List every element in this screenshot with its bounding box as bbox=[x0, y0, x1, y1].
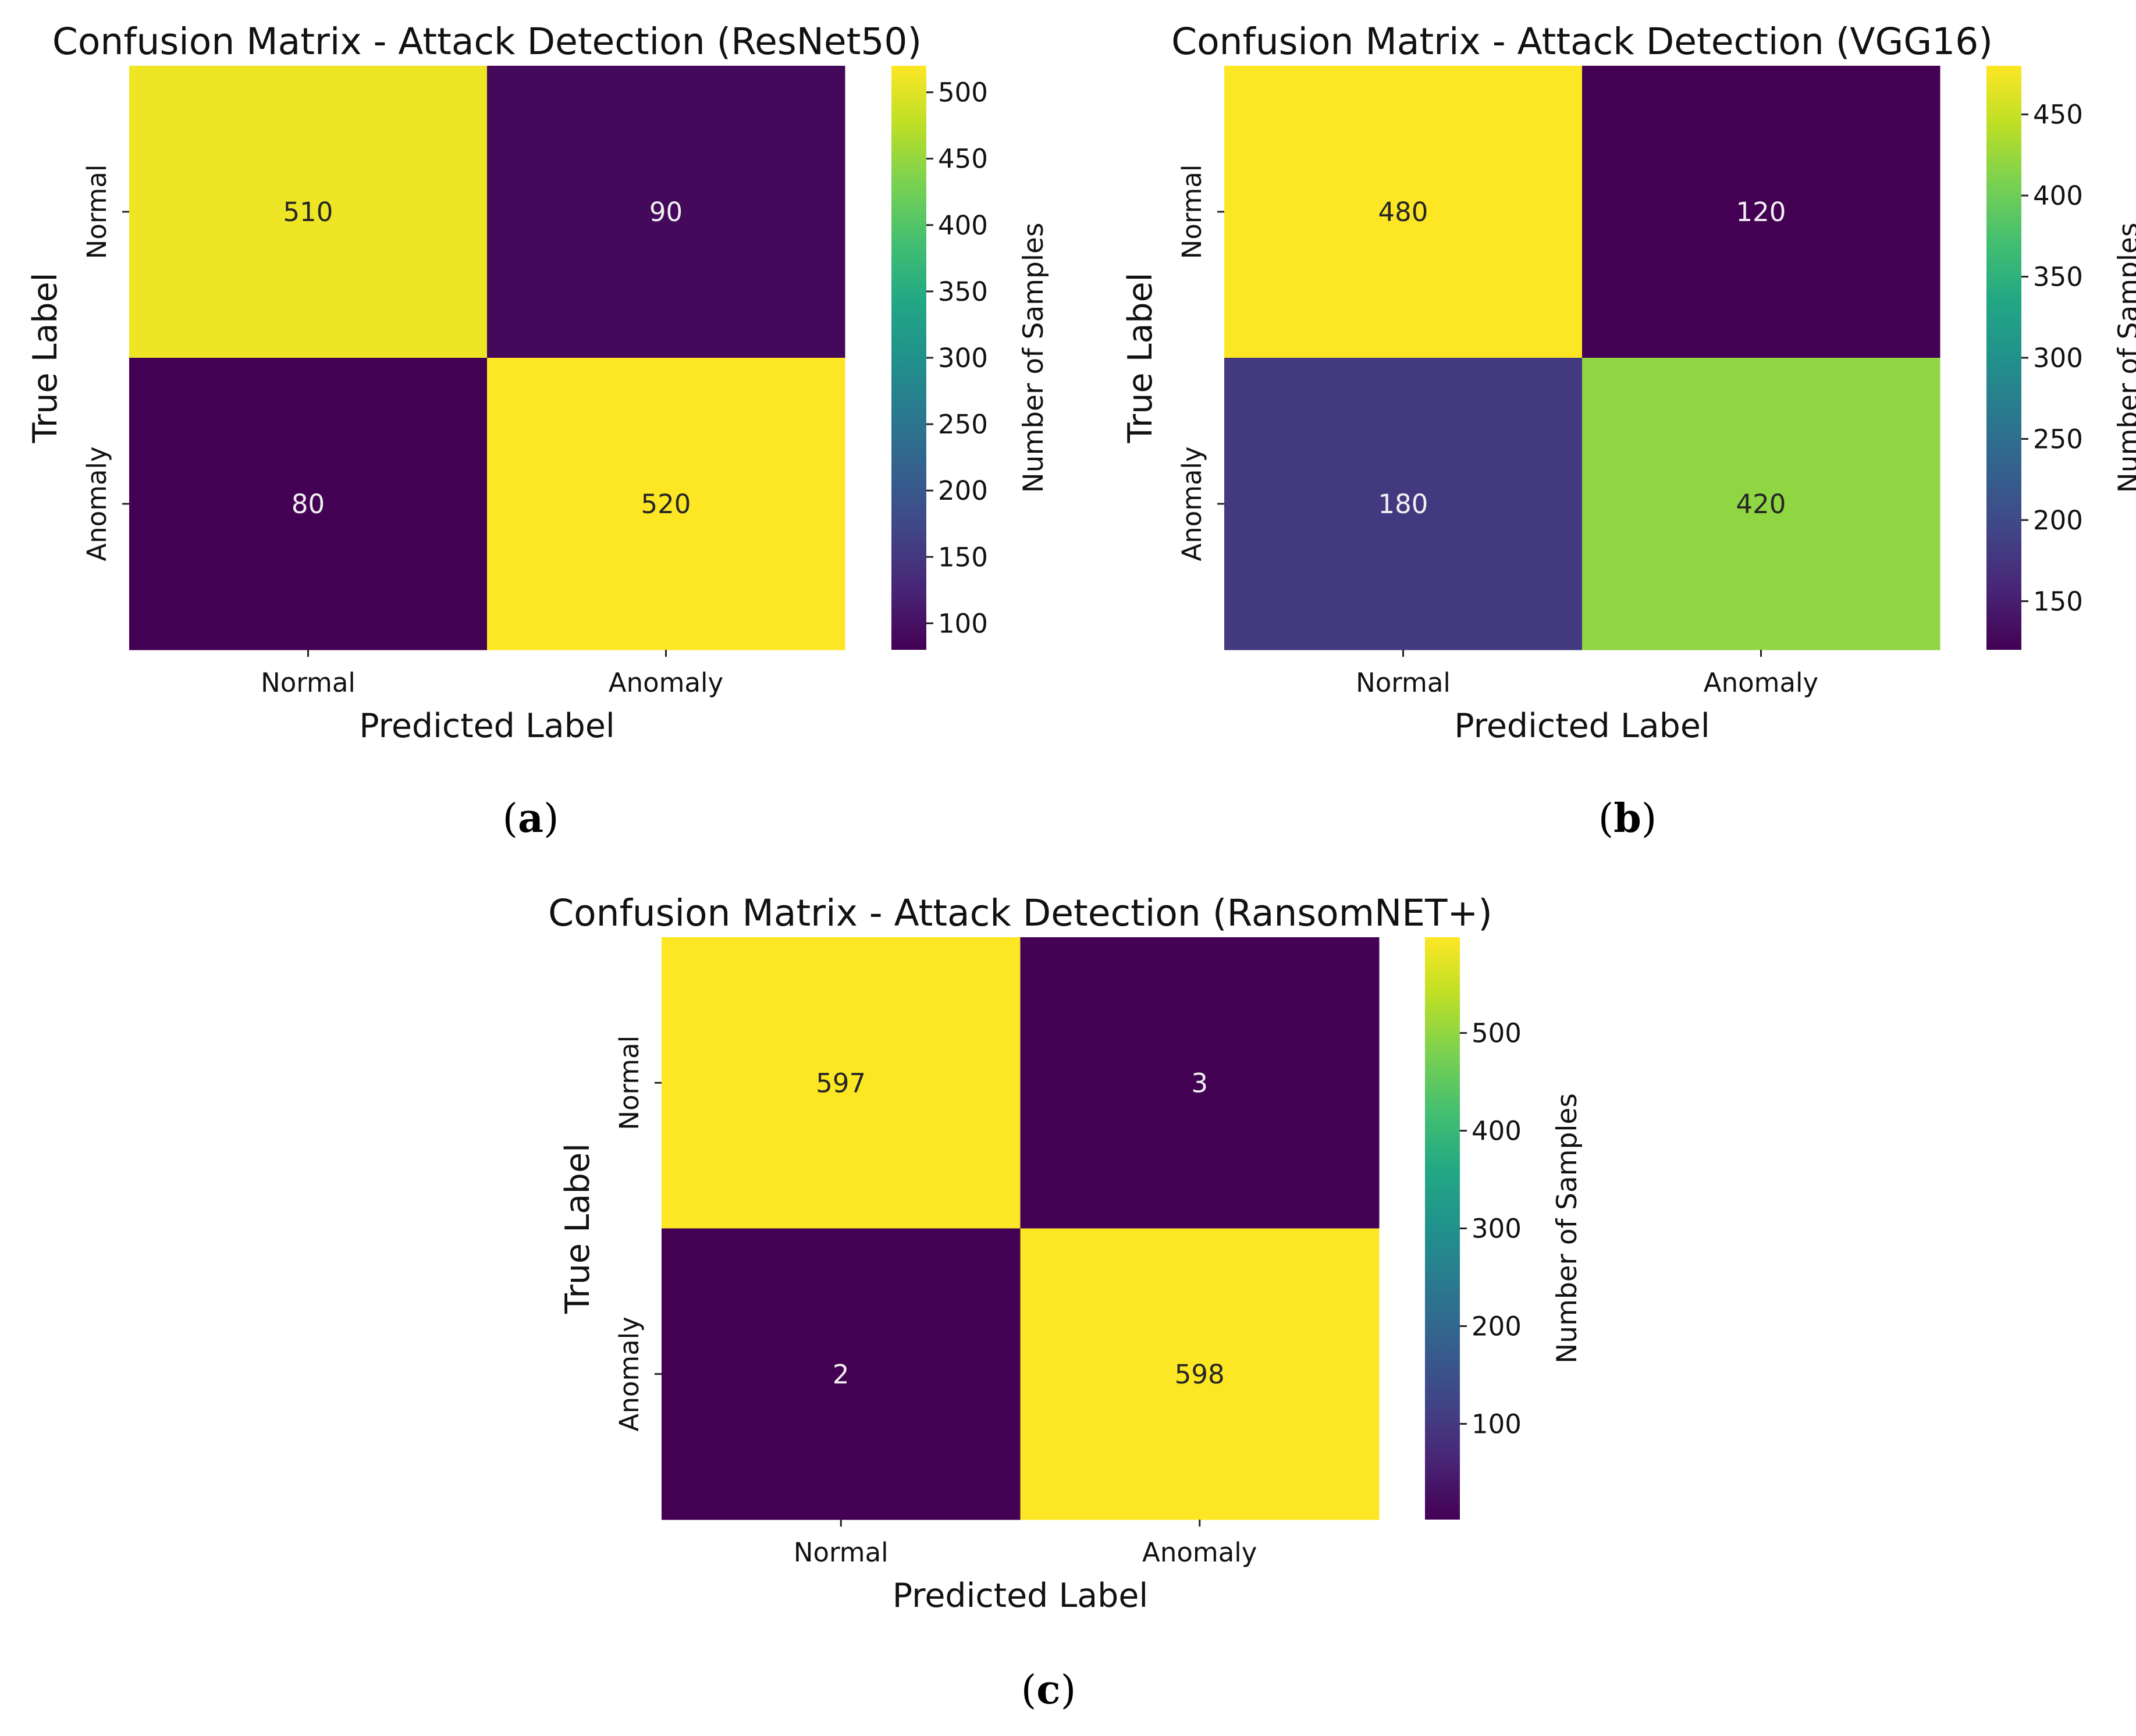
heatmap-cell-anomaly-normal bbox=[662, 1228, 1021, 1520]
colorbar-tick-label: 450 bbox=[938, 144, 988, 175]
cell-value: 120 bbox=[1736, 197, 1786, 227]
heatmap-cell-normal-anomaly bbox=[1582, 66, 1940, 358]
heatmap-cell-anomaly-normal bbox=[129, 358, 488, 650]
x-tick-label: Anomaly bbox=[609, 667, 723, 698]
colorbar-tick-label: 100 bbox=[1472, 1408, 1522, 1439]
colorbar bbox=[1425, 937, 1460, 1520]
y-tick-label: Anomaly bbox=[614, 1317, 645, 1431]
cell-value: 2 bbox=[833, 1359, 850, 1390]
heatmap-cell-normal-anomaly bbox=[1020, 937, 1380, 1229]
colorbar-tick-label: 400 bbox=[938, 210, 988, 241]
colorbar-tick-label: 100 bbox=[938, 608, 988, 639]
heatmap-cell-anomaly-anomaly bbox=[1582, 358, 1940, 650]
y-axis-label: True Label bbox=[1121, 273, 1160, 444]
colorbar-tick-label: 300 bbox=[938, 343, 988, 373]
heatmap-cell-normal-anomaly bbox=[487, 66, 845, 358]
colorbar-tick-label: 200 bbox=[938, 475, 988, 506]
colorbar bbox=[1986, 66, 2021, 650]
cell-value: 80 bbox=[292, 489, 325, 520]
y-tick-label: Normal bbox=[1177, 165, 1207, 259]
colorbar-tick-label: 300 bbox=[2033, 343, 2083, 373]
heatmap-cell-anomaly-anomaly bbox=[487, 358, 845, 650]
cell-value: 90 bbox=[649, 197, 683, 227]
confusion-matrix-vgg16: Confusion Matrix - Attack Detection (VGG… bbox=[1121, 20, 2136, 745]
confusion-matrix-ransomnet: Confusion Matrix - Attack Detection (Ran… bbox=[548, 892, 1583, 1615]
colorbar-tick-label: 300 bbox=[1472, 1214, 1522, 1244]
colorbar-tick-label: 500 bbox=[1472, 1018, 1522, 1049]
heatmap-cell-normal-normal bbox=[129, 66, 488, 358]
cell-value: 180 bbox=[1378, 489, 1428, 520]
cell-value: 3 bbox=[1191, 1068, 1208, 1098]
colorbar-tick-label: 250 bbox=[2033, 424, 2083, 454]
chart-title: Confusion Matrix - Attack Detection (Res… bbox=[52, 20, 922, 63]
colorbar-tick-label: 150 bbox=[938, 542, 988, 572]
heatmap-cell-normal-normal bbox=[1224, 66, 1583, 358]
x-tick-label: Normal bbox=[1356, 667, 1451, 698]
heatmap-cell-normal-normal bbox=[662, 937, 1021, 1229]
y-tick-label: Anomaly bbox=[1177, 446, 1207, 561]
chart-title: Confusion Matrix - Attack Detection (Ran… bbox=[548, 892, 1492, 934]
x-tick-label: Anomaly bbox=[1142, 1537, 1257, 1568]
x-tick-label: Normal bbox=[794, 1537, 888, 1568]
y-tick-label: Anomaly bbox=[81, 446, 112, 561]
y-axis-label: True Label bbox=[559, 1143, 597, 1314]
x-axis-label: Predicted Label bbox=[359, 707, 614, 745]
caption-b: (b) bbox=[1598, 795, 1657, 842]
y-axis-label: True Label bbox=[26, 273, 65, 444]
x-axis-label: Predicted Label bbox=[893, 1577, 1148, 1615]
colorbar-tick-label: 350 bbox=[938, 276, 988, 307]
cell-value: 520 bbox=[641, 489, 691, 520]
colorbar-tick-label: 400 bbox=[1472, 1116, 1522, 1147]
colorbar-label: Number of Samples bbox=[2113, 223, 2136, 493]
colorbar-tick-label: 350 bbox=[2033, 262, 2083, 293]
colorbar-tick-label: 450 bbox=[2033, 99, 2083, 130]
colorbar bbox=[891, 66, 926, 650]
colorbar-tick-label: 400 bbox=[2033, 180, 2083, 211]
heatmap-cell-anomaly-anomaly bbox=[1020, 1228, 1380, 1520]
colorbar-label: Number of Samples bbox=[1551, 1093, 1583, 1364]
y-tick-label: Normal bbox=[614, 1036, 645, 1130]
colorbar-tick-label: 150 bbox=[2033, 586, 2083, 617]
cell-value: 420 bbox=[1736, 489, 1786, 520]
colorbar-label: Number of Samples bbox=[1018, 223, 1050, 493]
colorbar-tick-label: 200 bbox=[2033, 505, 2083, 536]
caption-a: (a) bbox=[502, 795, 559, 842]
cell-value: 510 bbox=[283, 197, 333, 227]
chart-title: Confusion Matrix - Attack Detection (VGG… bbox=[1171, 20, 1993, 63]
colorbar-tick-label: 250 bbox=[938, 409, 988, 440]
confusion-matrix-resnet50: Confusion Matrix - Attack Detection (Res… bbox=[26, 20, 1050, 745]
x-tick-label: Anomaly bbox=[1704, 667, 1818, 698]
heatmap-cell-anomaly-normal bbox=[1224, 358, 1583, 650]
x-axis-label: Predicted Label bbox=[1454, 707, 1709, 745]
cell-value: 480 bbox=[1378, 197, 1428, 227]
cell-value: 597 bbox=[816, 1068, 866, 1098]
colorbar-tick-label: 500 bbox=[938, 77, 988, 108]
colorbar-tick-label: 200 bbox=[1472, 1311, 1522, 1342]
y-tick-label: Normal bbox=[81, 165, 112, 259]
caption-c: (c) bbox=[1021, 1667, 1076, 1713]
cell-value: 598 bbox=[1175, 1359, 1225, 1390]
x-tick-label: Normal bbox=[261, 667, 356, 698]
